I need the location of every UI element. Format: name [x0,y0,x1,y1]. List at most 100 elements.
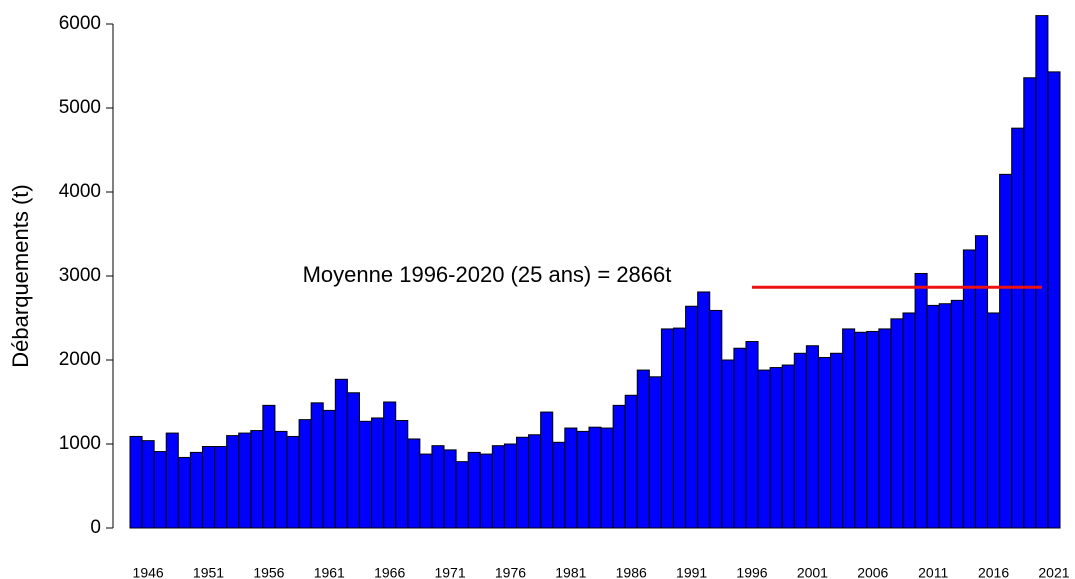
bar [612,404,626,529]
x-tick-label: 1951 [193,565,224,579]
bar [721,359,735,529]
bar [673,327,687,529]
bar [141,440,155,529]
bar [648,376,662,529]
bar [214,446,228,529]
bar [419,453,433,529]
bar [781,364,795,529]
bar [443,449,457,529]
x-tick-label: 2016 [978,565,1009,579]
bar [262,404,276,529]
bar [576,430,590,529]
bar [697,291,711,529]
bar [805,345,819,529]
y-tick-label: 2000 [59,349,101,370]
bar [407,438,421,529]
bar [685,305,699,529]
y-tick-label: 5000 [59,97,101,118]
bar [503,443,517,529]
x-tick-label: 1961 [314,565,345,579]
bar [974,235,989,529]
bar [310,402,324,529]
bar [540,411,554,529]
y-tick-label: 4000 [59,181,101,202]
bar [926,304,940,529]
y-axis-label: Débarquements (t) [8,184,33,367]
bar [600,427,614,529]
bar [286,435,300,529]
bar [854,331,868,529]
bar [999,173,1013,529]
bar [1023,77,1037,529]
bar [709,309,723,529]
bar [201,446,216,529]
bar [842,328,856,529]
y-tick-label: 0 [90,517,101,538]
x-tick-label: 2006 [857,565,888,579]
bar [914,272,928,529]
x-tick-label: 1966 [374,565,405,579]
bar [455,461,469,529]
bar [177,456,191,529]
bar [467,451,481,529]
bar [938,303,952,529]
bar [1035,15,1049,529]
x-tick-label: 2001 [797,565,828,579]
bar [817,356,832,529]
bar [987,312,1001,529]
bar [226,435,240,529]
y-tick-label: 1000 [59,433,101,454]
bar [745,341,759,529]
bar [1047,71,1061,529]
bar [129,435,143,529]
bar [624,394,638,529]
bar [322,409,336,529]
bar [660,328,675,529]
x-tick-label: 2021 [1038,565,1069,579]
bar [528,434,542,529]
y-tick-label: 3000 [59,265,101,286]
bar [588,426,602,529]
bar [950,299,964,529]
annotation: Moyenne 1996-2020 (25 ans) = 2866t [303,262,672,287]
bar [346,392,360,529]
bar [371,417,385,529]
bar [564,427,578,529]
bar [830,352,844,529]
bar [358,420,373,529]
bar [250,430,264,529]
x-tick-label: 1981 [555,565,586,579]
bar [733,347,747,529]
bar [431,445,445,529]
bar [890,318,904,529]
bar [552,441,566,529]
x-tick-label: 1971 [434,565,465,579]
x-tick-label: 1976 [495,565,526,579]
bar [793,352,807,529]
bar [383,401,397,529]
bar [902,312,916,529]
bar [491,445,505,529]
bar [769,367,783,529]
bar [274,430,288,529]
bar [165,432,179,529]
bar [866,330,880,529]
bar [757,369,771,529]
x-tick-label: 1946 [133,565,164,579]
y-tick-label: 6000 [59,13,101,34]
x-tick-label: 1991 [676,565,707,579]
bar [1011,127,1025,529]
bar [878,328,892,529]
bar [298,419,312,529]
x-tick-label: 1986 [616,565,647,579]
x-tick-label: 2011 [918,565,948,579]
bar [334,378,348,529]
bar [636,369,650,529]
x-tick-label: 1956 [253,565,284,579]
bar [962,249,976,529]
bar [395,419,409,529]
bar [153,451,167,529]
bar [238,432,252,529]
bar [189,451,203,529]
